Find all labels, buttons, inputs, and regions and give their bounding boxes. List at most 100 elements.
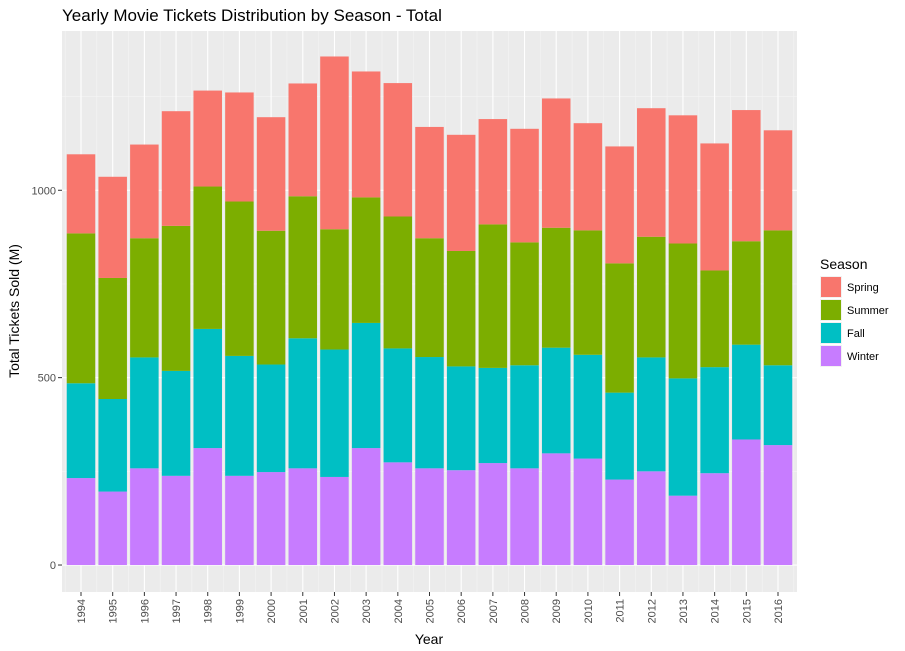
bar-spring-2012 [637,108,666,237]
bar-fall-2001 [288,338,318,469]
y-tick-label: 500 [38,373,56,385]
bar-spring-2014 [700,143,729,271]
bar-spring-2001 [288,83,318,197]
bar-summer-2002 [320,229,349,350]
legend-label-fall: Fall [847,328,865,340]
legend-title: Season [820,256,867,272]
bar-summer-2013 [668,243,698,379]
bar-summer-2008 [510,242,539,366]
bar-spring-2002 [320,56,349,230]
x-tick-label: 2010 [583,599,595,623]
x-tick-label: 2000 [266,599,278,623]
legend-key-fall [821,323,841,343]
bar-winter-2009 [541,453,571,566]
bar-fall-2014 [700,367,729,474]
bar-spring-2004 [383,83,413,217]
x-tick-label: 1997 [171,599,183,623]
bar-winter-2016 [763,445,793,566]
bar-summer-2004 [383,216,413,349]
bar-summer-2009 [541,227,571,348]
x-tick-label: 2014 [710,599,722,623]
x-tick-label: 2011 [615,599,627,623]
bar-fall-2012 [637,357,666,472]
bar-fall-1998 [193,328,222,449]
bar-winter-2011 [605,479,634,566]
bar-winter-2005 [415,468,444,566]
bar-winter-2004 [383,462,413,566]
x-tick-label: 2015 [741,599,753,623]
bar-fall-1994 [66,383,96,479]
bar-winter-2013 [668,495,698,566]
bar-summer-2000 [256,230,286,365]
x-tick-label: 1996 [139,599,151,623]
bar-spring-2010 [573,123,603,231]
bar-spring-2009 [541,98,571,228]
bar-winter-2008 [510,468,539,566]
bar-winter-2006 [446,470,476,566]
bar-winter-1995 [98,491,127,566]
bar-winter-1994 [66,478,96,566]
x-tick-label: 2012 [646,599,658,623]
bar-summer-2014 [700,270,729,368]
bar-spring-2005 [415,126,444,239]
bar-spring-2003 [351,71,381,198]
bar-fall-2000 [256,364,286,473]
bar-fall-2011 [605,392,634,480]
x-tick-label: 1994 [76,599,88,623]
bar-winter-2003 [351,448,381,566]
legend-label-spring: Spring [847,282,879,294]
bar-fall-1996 [130,357,159,469]
bar-summer-2012 [637,236,666,358]
x-tick-label: 1999 [234,599,246,623]
bar-summer-1995 [98,277,127,400]
x-axis-title: Year [415,631,444,647]
bar-fall-2015 [732,344,761,440]
bar-fall-2005 [415,357,444,469]
bar-fall-2003 [351,322,381,449]
x-tick-label: 2008 [520,599,532,623]
bar-summer-1999 [225,201,254,356]
bar-spring-2006 [446,134,476,251]
bar-fall-1997 [161,370,191,476]
x-tick-label: 1995 [108,599,120,623]
bar-winter-1998 [193,448,222,566]
x-tick-label: 2006 [456,599,468,623]
bar-spring-1995 [98,176,127,278]
y-tick-label: 0 [50,560,56,572]
legend-label-winter: Winter [847,351,879,363]
y-axis-title: Total Tickets Sold (M) [6,244,22,378]
bar-spring-1994 [66,154,96,234]
bar-spring-1996 [130,144,159,239]
bar-summer-2003 [351,197,381,323]
bar-fall-2008 [510,365,539,469]
x-tick-label: 2002 [329,599,341,623]
bar-summer-2015 [732,241,761,345]
bar-fall-2004 [383,348,413,463]
legend-key-spring [821,277,841,297]
bar-winter-2012 [637,471,666,566]
y-axis: 0 500 1000 [32,185,62,572]
x-tick-label: 2001 [298,599,310,623]
bar-summer-1998 [193,186,222,329]
bar-summer-1994 [66,233,96,384]
bar-winter-2000 [256,472,286,566]
bar-summer-2005 [415,238,444,358]
bar-winter-1997 [161,475,191,566]
legend-key-winter [821,346,841,366]
legend-key-summer [821,300,841,320]
bar-fall-2013 [668,378,698,496]
x-tick-label: 2003 [361,599,373,623]
bar-fall-2009 [541,347,571,454]
x-tick-label: 2013 [678,599,690,623]
x-tick-label: 2016 [773,599,785,623]
bar-spring-2000 [256,117,286,231]
bar-summer-1996 [130,238,159,358]
bar-summer-2007 [478,224,508,368]
bar-fall-1999 [225,355,254,476]
bar-spring-2015 [732,110,761,242]
bar-summer-2006 [446,250,476,367]
x-tick-label: 2005 [425,599,437,623]
bar-winter-2007 [478,463,508,566]
bar-spring-1998 [193,90,222,187]
